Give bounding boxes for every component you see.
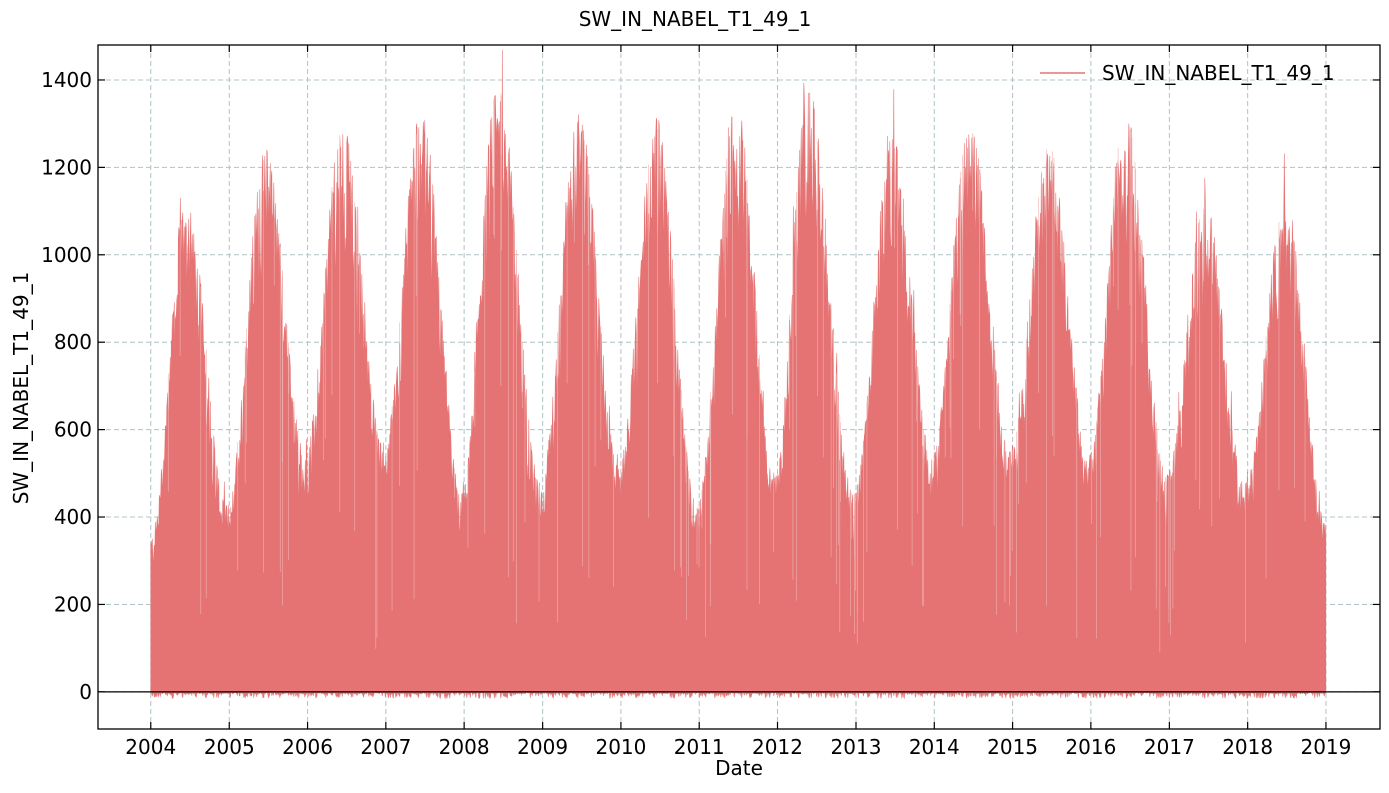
y-tick-label: 200 <box>54 592 92 616</box>
x-tick-label: 2019 <box>1300 735 1351 759</box>
x-tick-label: 2017 <box>1144 735 1195 759</box>
x-tick-label: 2018 <box>1222 735 1273 759</box>
axis-ticks: 2004 2005 2006 2007 2008 2009 2010 2011 2012 2013… <box>41 45 1380 759</box>
x-tick-label: 2016 <box>1065 735 1116 759</box>
x-tick-label: 2004 <box>125 735 176 759</box>
x-tick-label: 2006 <box>282 735 333 759</box>
y-axis-title: SW_IN_NABEL_T1_49_1 <box>9 272 33 505</box>
y-tick-label: 0 <box>79 680 92 704</box>
plot-frame <box>97 44 1381 730</box>
x-tick-label: 2014 <box>909 735 960 759</box>
x-tick-label: 2012 <box>752 735 803 759</box>
y-tick-label: 1400 <box>41 68 92 92</box>
y-tick-label: 800 <box>54 330 92 354</box>
y-tick-label: 600 <box>54 418 92 442</box>
chart-title: SW_IN_NABEL_T1_49_1 <box>579 7 812 31</box>
y-tick-label: 400 <box>54 505 92 529</box>
x-tick-label: 2008 <box>439 735 490 759</box>
x-tick-label: 2011 <box>674 735 725 759</box>
legend: SW_IN_NABEL_T1_49_1 <box>1040 61 1335 85</box>
series-line <box>150 49 1327 700</box>
x-tick-label: 2010 <box>595 735 646 759</box>
x-axis-title: Date <box>715 756 763 780</box>
x-tick-label: 2015 <box>987 735 1038 759</box>
x-tick-label: 2007 <box>360 735 411 759</box>
x-tick-label: 2005 <box>204 735 255 759</box>
series-area <box>150 49 1327 700</box>
x-tick-label: 2009 <box>517 735 568 759</box>
y-tick-label: 1000 <box>41 243 92 267</box>
legend-label: SW_IN_NABEL_T1_49_1 <box>1102 61 1335 85</box>
x-tick-label: 2013 <box>831 735 882 759</box>
y-tick-label: 1200 <box>41 155 92 179</box>
